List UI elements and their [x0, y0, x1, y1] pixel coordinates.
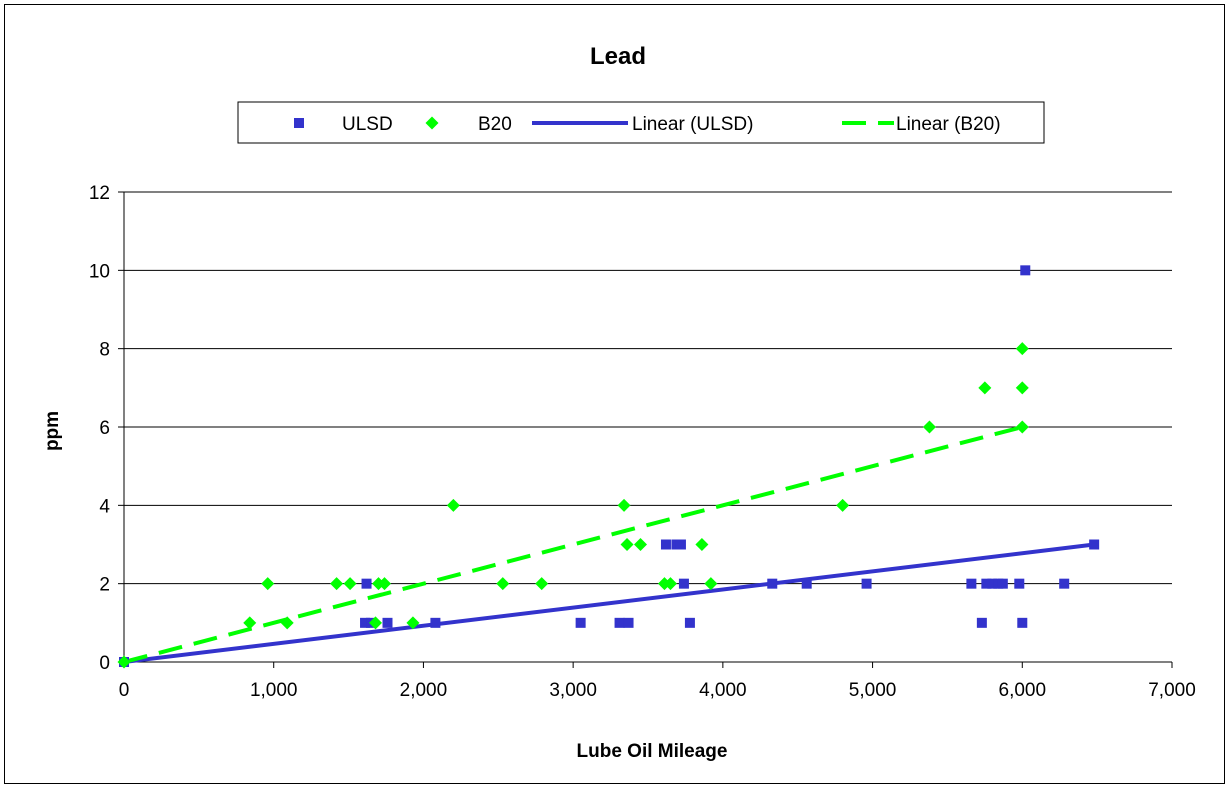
- y-tick-label: 0: [99, 653, 110, 674]
- b20-point: [704, 577, 718, 591]
- x-tick-label: 7,000: [1148, 680, 1196, 701]
- ulsd-point: [981, 578, 992, 589]
- b20-point: [117, 655, 131, 669]
- x-tick-label: 4,000: [699, 680, 747, 701]
- legend-linear-b20-label: Linear (B20): [896, 114, 1001, 135]
- ulsd-point: [1059, 578, 1070, 589]
- chart-svg: 0 2 4 6 8 10 12 0 1,000 2,000 3,000 4,000 5,000 6,000…: [42, 43, 1196, 762]
- legend-b20-marker: [425, 116, 439, 130]
- b20-point: [343, 577, 357, 591]
- y-axis-title: ppm: [42, 411, 63, 451]
- b20-point: [406, 616, 420, 630]
- legend: ULSD B20 Linear (ULSD) Linear (B20): [237, 101, 1045, 144]
- ulsd-point: [684, 617, 695, 628]
- ulsd-point: [1017, 617, 1028, 628]
- legend-b20-label: B20: [478, 114, 512, 135]
- x-axis-title: Lube Oil Mileage: [577, 741, 728, 762]
- b20-point: [330, 577, 344, 591]
- ulsd-point: [1020, 265, 1031, 276]
- b20-point: [620, 538, 634, 551]
- b20-point: [1015, 420, 1029, 434]
- b20-point: [695, 538, 709, 551]
- legend-ulsd-marker: [294, 118, 304, 128]
- ulsd-point: [575, 617, 586, 628]
- y-tick-label: 8: [99, 340, 110, 361]
- x-tick-label: 2,000: [400, 680, 448, 701]
- x-tick-label: 0: [119, 680, 130, 701]
- b20-point: [496, 577, 510, 591]
- chart-frame: 0 2 4 6 8 10 12 0 1,000 2,000 3,000 4,000 5,000 6,000…: [4, 4, 1225, 784]
- b20-point: [261, 577, 275, 591]
- legend-linear-ulsd-label: Linear (ULSD): [632, 114, 753, 135]
- legend-box: [237, 101, 1045, 144]
- b20-point: [663, 577, 677, 591]
- b20-point: [1015, 381, 1029, 395]
- series-layer: [117, 265, 1100, 669]
- ulsd-point: [678, 578, 689, 589]
- b20-point: [836, 498, 850, 512]
- ulsd-point: [1089, 539, 1100, 550]
- trendline-ulsd: [123, 542, 1095, 664]
- b20-point: [369, 616, 383, 630]
- y-tick-label: 4: [99, 496, 110, 517]
- x-tick-label: 6,000: [999, 680, 1047, 701]
- ulsd-point: [1014, 578, 1025, 589]
- chart-title: Lead: [590, 43, 646, 70]
- ulsd-point: [675, 539, 686, 550]
- ulsd-point: [987, 578, 998, 589]
- trendline-b20: [123, 425, 1023, 664]
- ulsd-point: [966, 578, 977, 589]
- x-tick-label: 3,000: [549, 680, 597, 701]
- x-tick-label: 5,000: [849, 680, 897, 701]
- ulsd-point: [861, 578, 872, 589]
- ulsd-point: [614, 617, 625, 628]
- b20-point: [280, 616, 294, 630]
- b20-point: [446, 498, 460, 512]
- ulsd-point: [382, 617, 393, 628]
- b20-point: [978, 381, 992, 395]
- y-tick-label: 2: [99, 575, 110, 596]
- b20-point: [617, 498, 631, 512]
- b20-point: [535, 577, 549, 591]
- x-tick-label: 1,000: [250, 680, 298, 701]
- ulsd-point: [361, 578, 372, 589]
- ulsd-point: [997, 578, 1008, 589]
- b20-point: [378, 577, 392, 591]
- legend-ulsd-label: ULSD: [342, 114, 393, 135]
- ulsd-point: [801, 578, 812, 589]
- ulsd-point: [660, 539, 671, 550]
- ulsd-point: [976, 617, 987, 628]
- b20-point: [922, 420, 936, 434]
- ulsd-point: [430, 617, 441, 628]
- y-tick-label: 6: [99, 418, 110, 439]
- y-tick-label: 10: [89, 261, 110, 282]
- b20-point: [634, 538, 648, 551]
- b20-point: [243, 616, 257, 630]
- ulsd-point: [623, 617, 634, 628]
- ulsd-point: [767, 578, 778, 589]
- b20-point: [1015, 342, 1029, 356]
- ulsd-point: [360, 617, 371, 628]
- y-tick-label: 12: [89, 183, 110, 204]
- axes-layer: 0 2 4 6 8 10 12 0 1,000 2,000 3,000 4,000 5,000 6,000…: [89, 183, 1196, 701]
